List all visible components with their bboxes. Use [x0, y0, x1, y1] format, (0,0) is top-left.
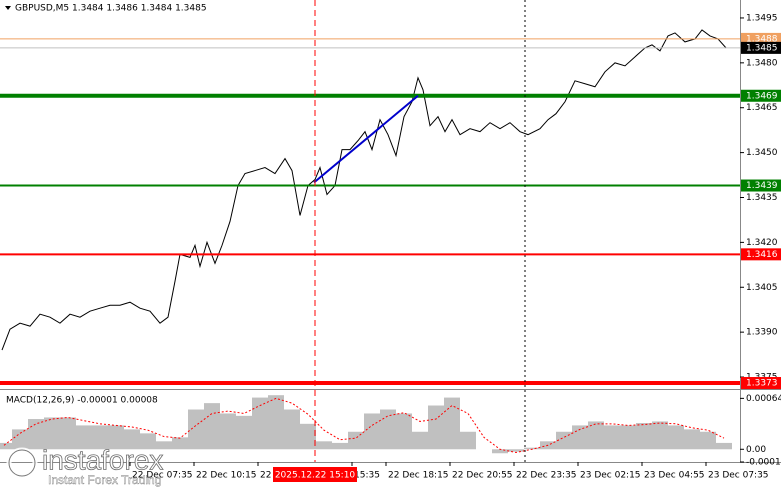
macd-bar — [156, 441, 172, 450]
macd-bar — [700, 431, 716, 450]
macd-bar — [12, 429, 28, 450]
last-price-label: 1.3485 — [746, 43, 778, 53]
macd-bar — [0, 442, 12, 450]
x-tick-label: 22 Dec 10:15 — [196, 471, 257, 481]
macd-bar — [348, 431, 364, 450]
price-line — [1, 29, 727, 351]
x-tick-label: 23 Dec 07:35 — [708, 471, 769, 481]
macd-bar — [716, 442, 732, 450]
y-tick-label: 1.3405 — [746, 283, 778, 293]
macd-bar — [620, 425, 636, 450]
level-label-box — [741, 89, 781, 102]
chart-title: GBPUSD,M5 1.3484 1.3486 1.3484 1.3485 — [15, 4, 207, 14]
macd-bar — [252, 397, 268, 450]
macd-bar — [508, 449, 524, 452]
macd-bar — [444, 397, 460, 450]
level-label-box — [741, 377, 781, 390]
macd-bar — [588, 421, 604, 450]
macd-bar — [92, 425, 108, 450]
macd-bar — [396, 413, 412, 450]
level-label: 1.3469 — [746, 91, 778, 101]
macd-bar — [44, 417, 60, 450]
macd-bar — [332, 442, 348, 450]
y-tick-label: 1.3420 — [746, 238, 778, 248]
macd-bar — [268, 395, 284, 450]
macd-bar — [604, 425, 620, 450]
macd-bar — [140, 433, 156, 450]
x-tick-label: 22 Dec 18:15 — [388, 471, 449, 481]
macd-bar — [492, 449, 508, 454]
macd-bar — [108, 425, 124, 450]
macd-bar — [188, 409, 204, 450]
level-label-box — [741, 248, 781, 261]
macd-title: MACD(12,26,9) -0.00001 0.00008 — [6, 396, 158, 406]
macd-bar — [668, 425, 684, 450]
level-label: 1.3416 — [746, 250, 778, 260]
x-tick-label: 22 Dec 07:35 — [132, 471, 193, 481]
macd-bar — [60, 417, 76, 450]
x-tick-label: 22 — [260, 471, 271, 481]
watermark-brand: instaforex — [42, 444, 163, 475]
macd-bar — [684, 429, 700, 450]
macd-bar — [556, 431, 572, 450]
trend-line — [313, 94, 419, 184]
y-tick-label: -0.00016 — [746, 458, 781, 468]
macd-bar — [460, 431, 476, 450]
last-price-box — [741, 41, 781, 54]
signal-line — [3, 397, 725, 453]
level-label: 1.3439 — [746, 181, 778, 191]
macd-bar — [412, 431, 428, 450]
macd-bar — [124, 429, 140, 450]
x-tick-label: 23 Dec 02:15 — [580, 471, 641, 481]
y-tick-label: 1.3450 — [746, 148, 778, 158]
macd-bar — [524, 447, 540, 450]
level-label-box — [741, 179, 781, 192]
y-tick-label: 1.3495 — [746, 13, 778, 23]
level-label: 1.3373 — [746, 379, 778, 389]
macd-bar — [220, 413, 236, 450]
y-tick-label: 1.3480 — [746, 58, 778, 68]
y-tick-label: 0.00 — [746, 445, 766, 455]
macd-bar — [652, 421, 668, 450]
menu-arrow — [5, 6, 11, 10]
macd-bar — [172, 437, 188, 450]
y-tick-label: 0.00064 — [746, 394, 781, 404]
macd-bar — [300, 423, 316, 450]
watermark-tagline: Instant Forex Trading — [48, 473, 161, 487]
y-tick-label: 1.3435 — [746, 193, 778, 203]
macd-bar — [380, 409, 396, 450]
macd-bar — [428, 405, 444, 450]
macd-bar — [76, 425, 92, 450]
level-label: 1.3488 — [746, 34, 778, 44]
macd-bar — [316, 441, 332, 450]
macd-bar — [636, 423, 652, 450]
x-tick-label: 15:35 — [354, 471, 380, 481]
macd-bar — [236, 415, 252, 450]
x-tick-label: 22 Dec 23:35 — [516, 471, 577, 481]
crosshair-label-box — [273, 467, 357, 482]
y-tick-label: 1.3390 — [746, 328, 778, 338]
crosshair-label: 2025.12.22 15:10 — [275, 471, 356, 481]
x-tick-label: 22 Dec 20:55 — [452, 471, 513, 481]
x-tick-label: 23 Dec 04:55 — [644, 471, 705, 481]
macd-bar — [204, 403, 220, 450]
macd-bar — [364, 413, 380, 450]
y-tick-label: 1.3465 — [746, 103, 778, 113]
watermark-logo — [8, 449, 36, 477]
macd-bar — [284, 409, 300, 450]
